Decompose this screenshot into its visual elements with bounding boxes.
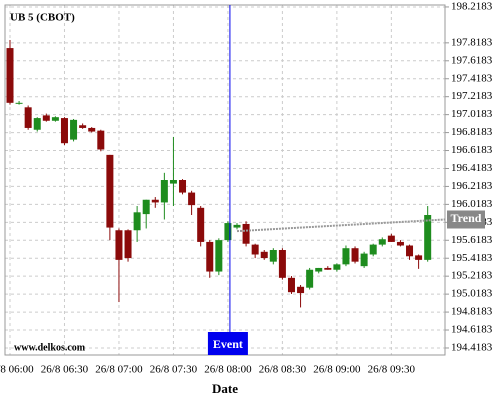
candle-body <box>142 199 150 215</box>
y-tick-label: 197.0183 <box>451 108 493 120</box>
candle-body <box>251 244 259 255</box>
candle-body <box>33 118 41 130</box>
x-tick-label: 26/8 07:30 <box>150 364 198 376</box>
x-tick-label: 26/8 06:30 <box>41 364 89 376</box>
y-tick-label: 197.2183 <box>451 90 493 102</box>
candle-body <box>333 264 341 270</box>
candle-body <box>179 180 187 193</box>
event-label: Event <box>213 337 243 351</box>
y-tick-label: 198.2183 <box>451 0 493 12</box>
y-tick-label: 195.6183 <box>451 234 493 246</box>
candle-body <box>260 251 268 259</box>
y-tick-label: 194.8183 <box>451 306 493 318</box>
y-tick-label: 197.8183 <box>451 36 493 48</box>
trend-line <box>236 218 445 233</box>
candle-body <box>415 255 423 260</box>
chart-title: UB 5 (CBOT) <box>10 12 75 24</box>
candle-body <box>15 102 23 104</box>
candle-body <box>215 240 223 272</box>
y-tick-label: 196.2183 <box>451 180 493 192</box>
candle-body <box>79 125 87 128</box>
candle-body <box>351 248 359 262</box>
candle-body <box>269 250 277 262</box>
candle-body <box>396 241 404 246</box>
x-axis-title: Date <box>212 381 238 396</box>
candle-body <box>6 48 14 103</box>
y-tick-label: 196.0183 <box>451 198 493 210</box>
x-tick-label: 26/8 07:00 <box>95 364 143 376</box>
x-tick-label: 26/8 08:30 <box>259 364 307 376</box>
y-tick-label: 194.4183 <box>451 342 493 354</box>
y-tick-label: 195.2183 <box>451 270 493 282</box>
candle-body <box>169 180 177 184</box>
y-tick-label: 195.4183 <box>451 252 493 264</box>
candle-body <box>97 130 105 150</box>
candle-body <box>197 207 205 242</box>
y-tick-label: 197.6183 <box>451 54 493 66</box>
candle-body <box>188 192 196 206</box>
candle-body <box>124 230 132 259</box>
candle-body <box>206 241 214 272</box>
candle-body <box>60 118 68 144</box>
candle-body <box>387 235 395 242</box>
x-tick-label: 26/8 09:30 <box>368 364 416 376</box>
candle-body <box>151 199 159 203</box>
candle-body <box>424 215 432 260</box>
x-tick-label: 26/8 08:00 <box>204 364 252 376</box>
y-tick-label: 197.4183 <box>451 72 493 84</box>
candle-body <box>287 277 295 293</box>
candle-body <box>242 223 250 244</box>
x-tick-label: 26/8 09:00 <box>313 364 361 376</box>
candle-body <box>24 107 32 128</box>
candle-body <box>306 269 314 288</box>
y-tick-label: 196.6183 <box>451 144 493 156</box>
trend-label-box <box>447 210 485 229</box>
trend-label: Trend <box>451 211 482 225</box>
candle-body <box>233 224 241 228</box>
candle-body <box>88 127 96 132</box>
candle-body <box>278 250 286 278</box>
y-tick-label: 194.6183 <box>451 324 493 336</box>
y-tick-label: 195.0183 <box>451 288 493 300</box>
y-tick-label: 196.4183 <box>451 162 493 174</box>
candle-body <box>315 267 323 272</box>
y-tick-label: 196.8183 <box>451 126 493 138</box>
candle-body <box>160 180 168 203</box>
candle-body <box>342 248 350 265</box>
x-tick-label: 26/8 06:00 <box>0 364 34 376</box>
candle-body <box>51 117 59 121</box>
event-label-box <box>207 332 248 355</box>
candle-body <box>42 115 50 121</box>
candle-body <box>133 212 141 231</box>
candle-body <box>378 239 386 245</box>
candle-body <box>70 119 78 140</box>
candle-body <box>360 253 368 267</box>
candle-body <box>106 154 114 228</box>
candle-body <box>115 230 123 260</box>
candle-body <box>297 286 305 294</box>
source: www.delkos.com <box>14 342 86 353</box>
candle-body <box>324 267 332 270</box>
candle-body <box>369 244 377 255</box>
candle-body <box>224 223 232 241</box>
candle-body <box>406 245 414 257</box>
